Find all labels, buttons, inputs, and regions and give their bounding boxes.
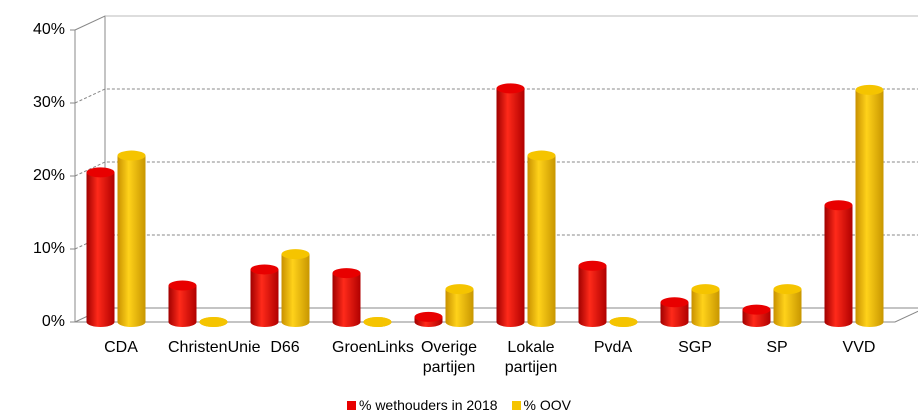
bar-top xyxy=(824,200,853,211)
bar-body xyxy=(691,289,720,322)
bar-body xyxy=(117,155,146,322)
bar xyxy=(527,150,556,327)
bar-top xyxy=(250,264,279,275)
y-tick-label: 10% xyxy=(33,240,65,257)
bar-top xyxy=(609,317,638,327)
bar-base xyxy=(773,317,802,327)
bar-top xyxy=(742,304,771,315)
bar-body xyxy=(578,265,607,322)
bar-top xyxy=(332,268,361,279)
bar-base xyxy=(250,317,279,327)
bar xyxy=(199,317,228,327)
bar-base xyxy=(660,317,689,327)
bar-top xyxy=(691,284,720,295)
x-tick-label: Overige partijen xyxy=(420,339,478,376)
bar-base xyxy=(578,317,607,327)
bar xyxy=(363,317,392,327)
bar-top xyxy=(527,150,556,161)
bar-base xyxy=(742,317,771,327)
bar-body xyxy=(660,302,689,322)
legend-item: % OOV xyxy=(511,397,571,413)
bar-top xyxy=(281,249,310,260)
bar xyxy=(250,264,279,327)
grid-line xyxy=(74,234,918,250)
legend-swatch xyxy=(346,400,356,410)
x-tick-label: GroenLinks xyxy=(332,339,414,356)
bar-top xyxy=(445,284,474,295)
bar xyxy=(86,167,115,327)
bar-top xyxy=(363,317,392,327)
bar xyxy=(824,200,853,327)
bar xyxy=(855,84,884,327)
bar xyxy=(414,311,443,327)
x-tick-label: PvdA xyxy=(593,339,633,356)
x-tick-label: VVD xyxy=(842,339,876,356)
grid-line xyxy=(74,161,918,177)
y-tick-label: 20% xyxy=(33,167,65,184)
bar-body xyxy=(281,254,310,322)
back-wall xyxy=(105,15,918,17)
bar-base xyxy=(168,317,197,327)
bar-body xyxy=(86,172,115,322)
bar-base xyxy=(824,317,853,327)
bar xyxy=(496,83,525,327)
x-tick-label: D66 xyxy=(270,339,300,356)
bar-base xyxy=(527,317,556,327)
bar-body xyxy=(496,88,525,323)
bar-body xyxy=(855,89,884,322)
bar-body xyxy=(445,289,474,322)
bar-body xyxy=(250,269,279,322)
bar xyxy=(168,280,197,327)
bar-top xyxy=(855,84,884,95)
legend-label: % OOV xyxy=(523,397,571,413)
legend-label: % wethouders in 2018 xyxy=(358,397,498,413)
bar-body xyxy=(168,285,197,322)
bar-base xyxy=(496,317,525,327)
bar xyxy=(445,284,474,327)
x-tick-label: SGP xyxy=(678,339,712,356)
x-tick-label: SP xyxy=(766,339,788,356)
bar-top xyxy=(86,167,115,178)
bar-top xyxy=(496,83,525,94)
x-tick-label: CDA xyxy=(104,339,138,356)
bar xyxy=(742,304,771,327)
bar xyxy=(773,284,802,327)
y-tick-label: 40% xyxy=(33,21,65,38)
bar-top xyxy=(168,280,197,291)
bar-base xyxy=(445,317,474,327)
bar xyxy=(578,260,607,327)
bar xyxy=(332,268,361,327)
bar-top xyxy=(660,297,689,308)
bar-base xyxy=(691,317,720,327)
bar-top xyxy=(199,317,228,327)
y-tick-label: 0% xyxy=(42,313,65,330)
bar-body xyxy=(527,155,556,322)
bar xyxy=(117,150,146,327)
bar xyxy=(609,317,638,327)
x-tick-label: Lokale partijen xyxy=(504,339,558,376)
bar-top xyxy=(414,311,443,322)
bar-body xyxy=(332,273,361,322)
legend: % wethouders in 2018 % OOV xyxy=(0,397,918,413)
grid-line xyxy=(74,88,918,104)
bar-base xyxy=(281,317,310,327)
legend-item: % wethouders in 2018 xyxy=(346,397,498,413)
bar-top xyxy=(117,150,146,161)
bar xyxy=(691,284,720,327)
bar-top xyxy=(773,284,802,295)
bar xyxy=(660,297,689,327)
bar-base xyxy=(86,317,115,327)
bar-top xyxy=(578,260,607,271)
bar-base xyxy=(855,317,884,327)
bar-body xyxy=(773,289,802,322)
legend-swatch xyxy=(511,400,521,410)
bar-body xyxy=(824,205,853,322)
bar-base xyxy=(117,317,146,327)
bar-base xyxy=(332,317,361,327)
y-tick-label: 30% xyxy=(33,94,65,111)
bar xyxy=(281,249,310,327)
x-tick-label: ChristenUnie xyxy=(168,339,261,356)
